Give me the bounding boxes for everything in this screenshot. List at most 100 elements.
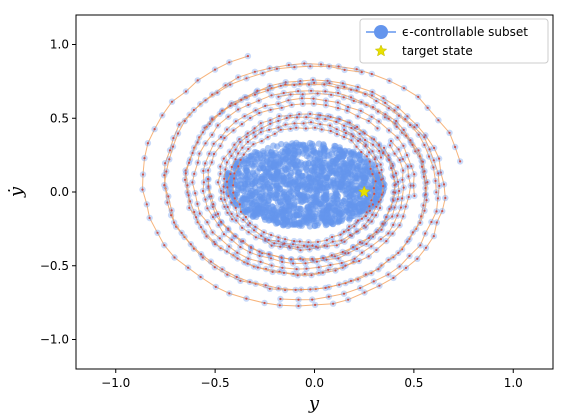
data-point-center [256, 89, 259, 92]
data-point-center [379, 163, 382, 166]
data-point-center [287, 63, 290, 67]
data-point [333, 157, 340, 164]
data-point-center [324, 118, 327, 121]
data-point-center [397, 251, 400, 254]
data-point-center [246, 55, 249, 58]
data-point [269, 194, 276, 201]
data-point-center [437, 119, 440, 122]
data-point-center [360, 100, 363, 104]
data-point [274, 153, 281, 161]
data-point-center [289, 93, 292, 96]
data-point-center [214, 213, 217, 216]
data-point-center [236, 257, 239, 260]
data-point-center [427, 155, 431, 158]
data-point-center [336, 101, 339, 104]
data-point-center [213, 266, 216, 269]
data-point-center [394, 191, 397, 194]
plot-area [139, 52, 464, 310]
data-point-center [391, 215, 394, 218]
data-point-center [407, 195, 410, 199]
data-point [305, 187, 313, 194]
data-point [296, 191, 303, 199]
data-point-center [417, 133, 420, 136]
data-point-center [372, 280, 375, 283]
data-point-center [413, 173, 416, 176]
data-point-center [226, 186, 229, 189]
legend-label-target: target state [402, 44, 473, 58]
data-point-center [216, 212, 220, 215]
data-point-center [341, 250, 344, 254]
data-point-center [351, 246, 355, 249]
data-point-center [324, 104, 327, 107]
data-point-center [432, 235, 435, 238]
data-point-center [208, 122, 211, 125]
data-point-center [365, 211, 368, 214]
data-point [330, 176, 337, 183]
data-point-center [402, 87, 406, 90]
data-point-center [441, 210, 444, 213]
data-point-center [225, 250, 228, 253]
data-point-center [337, 91, 340, 95]
data-point-center [220, 220, 223, 223]
data-point [319, 214, 326, 221]
data-point-center [369, 167, 372, 170]
data-point-center [388, 207, 391, 211]
data-point [270, 161, 277, 169]
data-point-center [191, 181, 194, 184]
data-point-center [246, 140, 249, 143]
data-point-center [294, 288, 297, 291]
data-point-center [373, 192, 376, 195]
data-point-center [377, 120, 380, 123]
data-point-center [371, 143, 375, 146]
data-point-center [237, 152, 240, 155]
data-point-center [424, 134, 427, 137]
data-point [289, 208, 297, 215]
data-point-center [349, 234, 352, 237]
data-point-center [329, 263, 332, 267]
data-point-center [230, 238, 233, 241]
data-point-center [289, 114, 292, 117]
data-point-center [309, 121, 313, 124]
data-point-center [398, 189, 401, 193]
data-point-center [224, 84, 227, 87]
data-point-center [406, 165, 409, 168]
data-point-center [297, 304, 300, 308]
data-point-center [335, 120, 338, 123]
data-point-center [350, 139, 353, 142]
data-point-center [306, 245, 309, 248]
data-point-center [312, 102, 315, 105]
data-point-center [258, 254, 261, 257]
data-point-center [187, 161, 191, 164]
data-point-center [167, 195, 170, 198]
data-point-center [205, 235, 208, 238]
data-point-center [368, 205, 371, 208]
data-point [306, 217, 313, 224]
data-point-center [424, 193, 427, 196]
data-point [313, 211, 320, 218]
data-point-center [200, 253, 203, 256]
data-point-center [423, 143, 426, 147]
data-point-center [338, 118, 341, 121]
data-point-center [242, 218, 245, 221]
data-point-center [388, 79, 391, 82]
data-point-center [289, 127, 292, 130]
data-point [241, 165, 248, 172]
data-point-center [231, 218, 234, 221]
data-point-center [438, 157, 441, 160]
data-point [270, 142, 277, 149]
data-point-center [367, 219, 370, 222]
data-point-center [381, 222, 384, 225]
data-point-center [428, 148, 431, 151]
data-point-center [352, 260, 355, 263]
data-point-center [355, 68, 358, 71]
data-point-center [409, 139, 412, 142]
data-point-center [391, 232, 394, 235]
data-point-center [153, 128, 156, 131]
data-point-center [360, 71, 363, 74]
data-point-center [204, 99, 207, 102]
data-point-center [410, 165, 413, 168]
data-point-center [375, 99, 378, 103]
data-point [295, 148, 302, 155]
data-point-center [426, 106, 429, 109]
data-point-center [207, 169, 210, 172]
